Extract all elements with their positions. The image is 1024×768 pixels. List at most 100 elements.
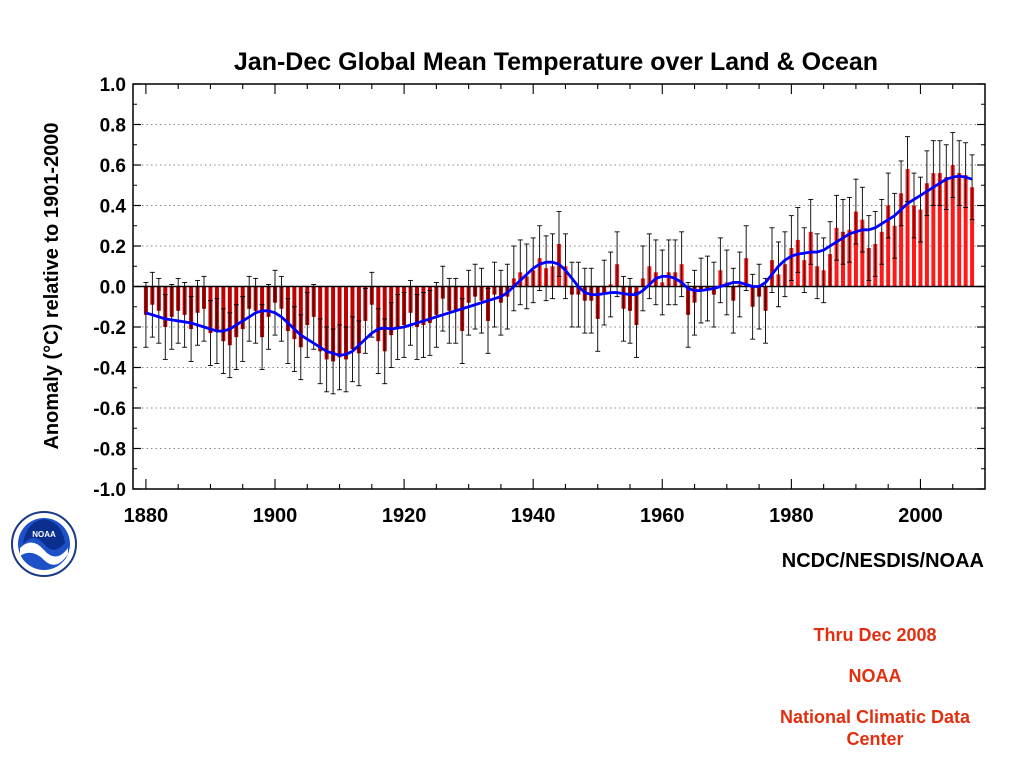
bar <box>899 193 904 287</box>
error-bar <box>950 132 956 198</box>
error-bar <box>182 282 188 348</box>
error-bar <box>582 267 588 334</box>
bar <box>356 286 361 354</box>
bar <box>937 173 942 287</box>
error-bar <box>330 328 336 395</box>
error-bar <box>311 284 317 350</box>
error-bar <box>963 142 969 208</box>
chart-title: Jan-Dec Global Mean Temperature over Lan… <box>234 48 878 76</box>
error-bar <box>866 215 872 281</box>
x-tick-label: 1940 <box>511 505 556 527</box>
bar <box>331 286 336 362</box>
error-bar <box>324 326 330 393</box>
error-bar <box>285 298 291 364</box>
noaa-logo-text: NOAA <box>32 530 56 539</box>
error-bar <box>207 300 213 366</box>
error-bar <box>898 160 904 227</box>
bar <box>343 286 349 360</box>
error-bar <box>408 279 414 346</box>
error-bar <box>562 233 568 300</box>
bar <box>853 211 858 287</box>
y-axis-label: Anomaly (°C) relative to 1901-2000 <box>41 122 63 449</box>
error-bar <box>575 261 581 328</box>
error-bar <box>692 269 698 336</box>
y-tick-label: 0.2 <box>100 237 126 258</box>
error-bar <box>653 239 659 306</box>
error-bar <box>298 314 304 381</box>
error-bar <box>550 233 556 300</box>
error-bar <box>446 277 452 344</box>
error-bar <box>672 239 678 306</box>
error-bar <box>240 296 246 362</box>
error-bar <box>337 324 343 391</box>
error-bar <box>537 225 543 291</box>
error-bar <box>349 316 355 383</box>
y-tick-label: -0.6 <box>93 399 126 420</box>
error-bar <box>524 243 530 310</box>
error-bar <box>491 261 497 328</box>
x-tick-label: 1900 <box>253 505 298 527</box>
error-bar <box>382 318 388 385</box>
y-tick-label: -1.0 <box>93 480 126 501</box>
error-bar <box>659 249 665 316</box>
error-bar <box>788 215 794 281</box>
y-tick-label: 0.4 <box>100 197 127 218</box>
error-bar <box>433 282 439 348</box>
x-tick-label: 2000 <box>898 505 943 527</box>
y-tick-label: 0.8 <box>100 116 126 137</box>
error-bar <box>156 277 162 344</box>
error-bar <box>569 261 575 328</box>
error-bar <box>711 261 717 328</box>
chart: Jan-Dec Global Mean Temperature over Lan… <box>41 48 986 572</box>
error-bar <box>756 263 762 330</box>
x-axis-ticks: 1880 1900 1920 1940 1960 1980 2000 <box>124 84 954 527</box>
caption-center: National Climatic Data Center <box>779 707 971 749</box>
bar <box>950 165 955 287</box>
smoothed-trend-line <box>145 174 973 357</box>
error-bar <box>169 284 175 350</box>
error-bar <box>427 290 433 356</box>
error-bar <box>401 292 407 358</box>
error-bar <box>517 239 523 306</box>
bar <box>911 205 917 287</box>
error-bar <box>362 288 368 354</box>
error-bar <box>646 233 652 300</box>
error-bar <box>924 150 930 217</box>
credit-label: NCDC/NESDIS/NOAA <box>782 550 984 572</box>
bar <box>924 183 929 287</box>
bar <box>918 209 923 287</box>
bar <box>963 175 968 287</box>
error-bar <box>149 271 155 338</box>
caption-date: Thru Dec 2008 <box>813 625 937 645</box>
error-bar <box>530 237 536 304</box>
error-bar <box>143 282 149 348</box>
y-tick-label: 0.6 <box>100 156 126 177</box>
error-bar <box>195 279 201 346</box>
error-bar <box>304 292 310 358</box>
error-bar <box>627 277 633 344</box>
error-bar <box>272 269 278 336</box>
error-bar <box>420 292 426 358</box>
error-bar <box>743 225 749 291</box>
bar <box>905 169 910 287</box>
error-bar <box>640 245 646 312</box>
error-bar <box>795 207 801 273</box>
error-bar <box>440 265 446 332</box>
error-bar <box>162 294 168 360</box>
error-bar <box>375 308 381 375</box>
bar <box>860 219 865 287</box>
error-bar <box>472 263 478 330</box>
bar <box>337 286 342 358</box>
error-bar <box>175 277 181 344</box>
error-bar <box>969 154 975 221</box>
error-bar <box>834 194 840 261</box>
error-bar <box>233 304 239 370</box>
bar <box>944 177 949 287</box>
error-bar <box>666 239 672 306</box>
error-bar <box>388 302 394 368</box>
error-bar <box>343 326 349 393</box>
error-bar <box>414 294 420 360</box>
error-bar <box>872 211 878 277</box>
error-bar <box>956 140 962 206</box>
error-bar <box>479 267 485 334</box>
